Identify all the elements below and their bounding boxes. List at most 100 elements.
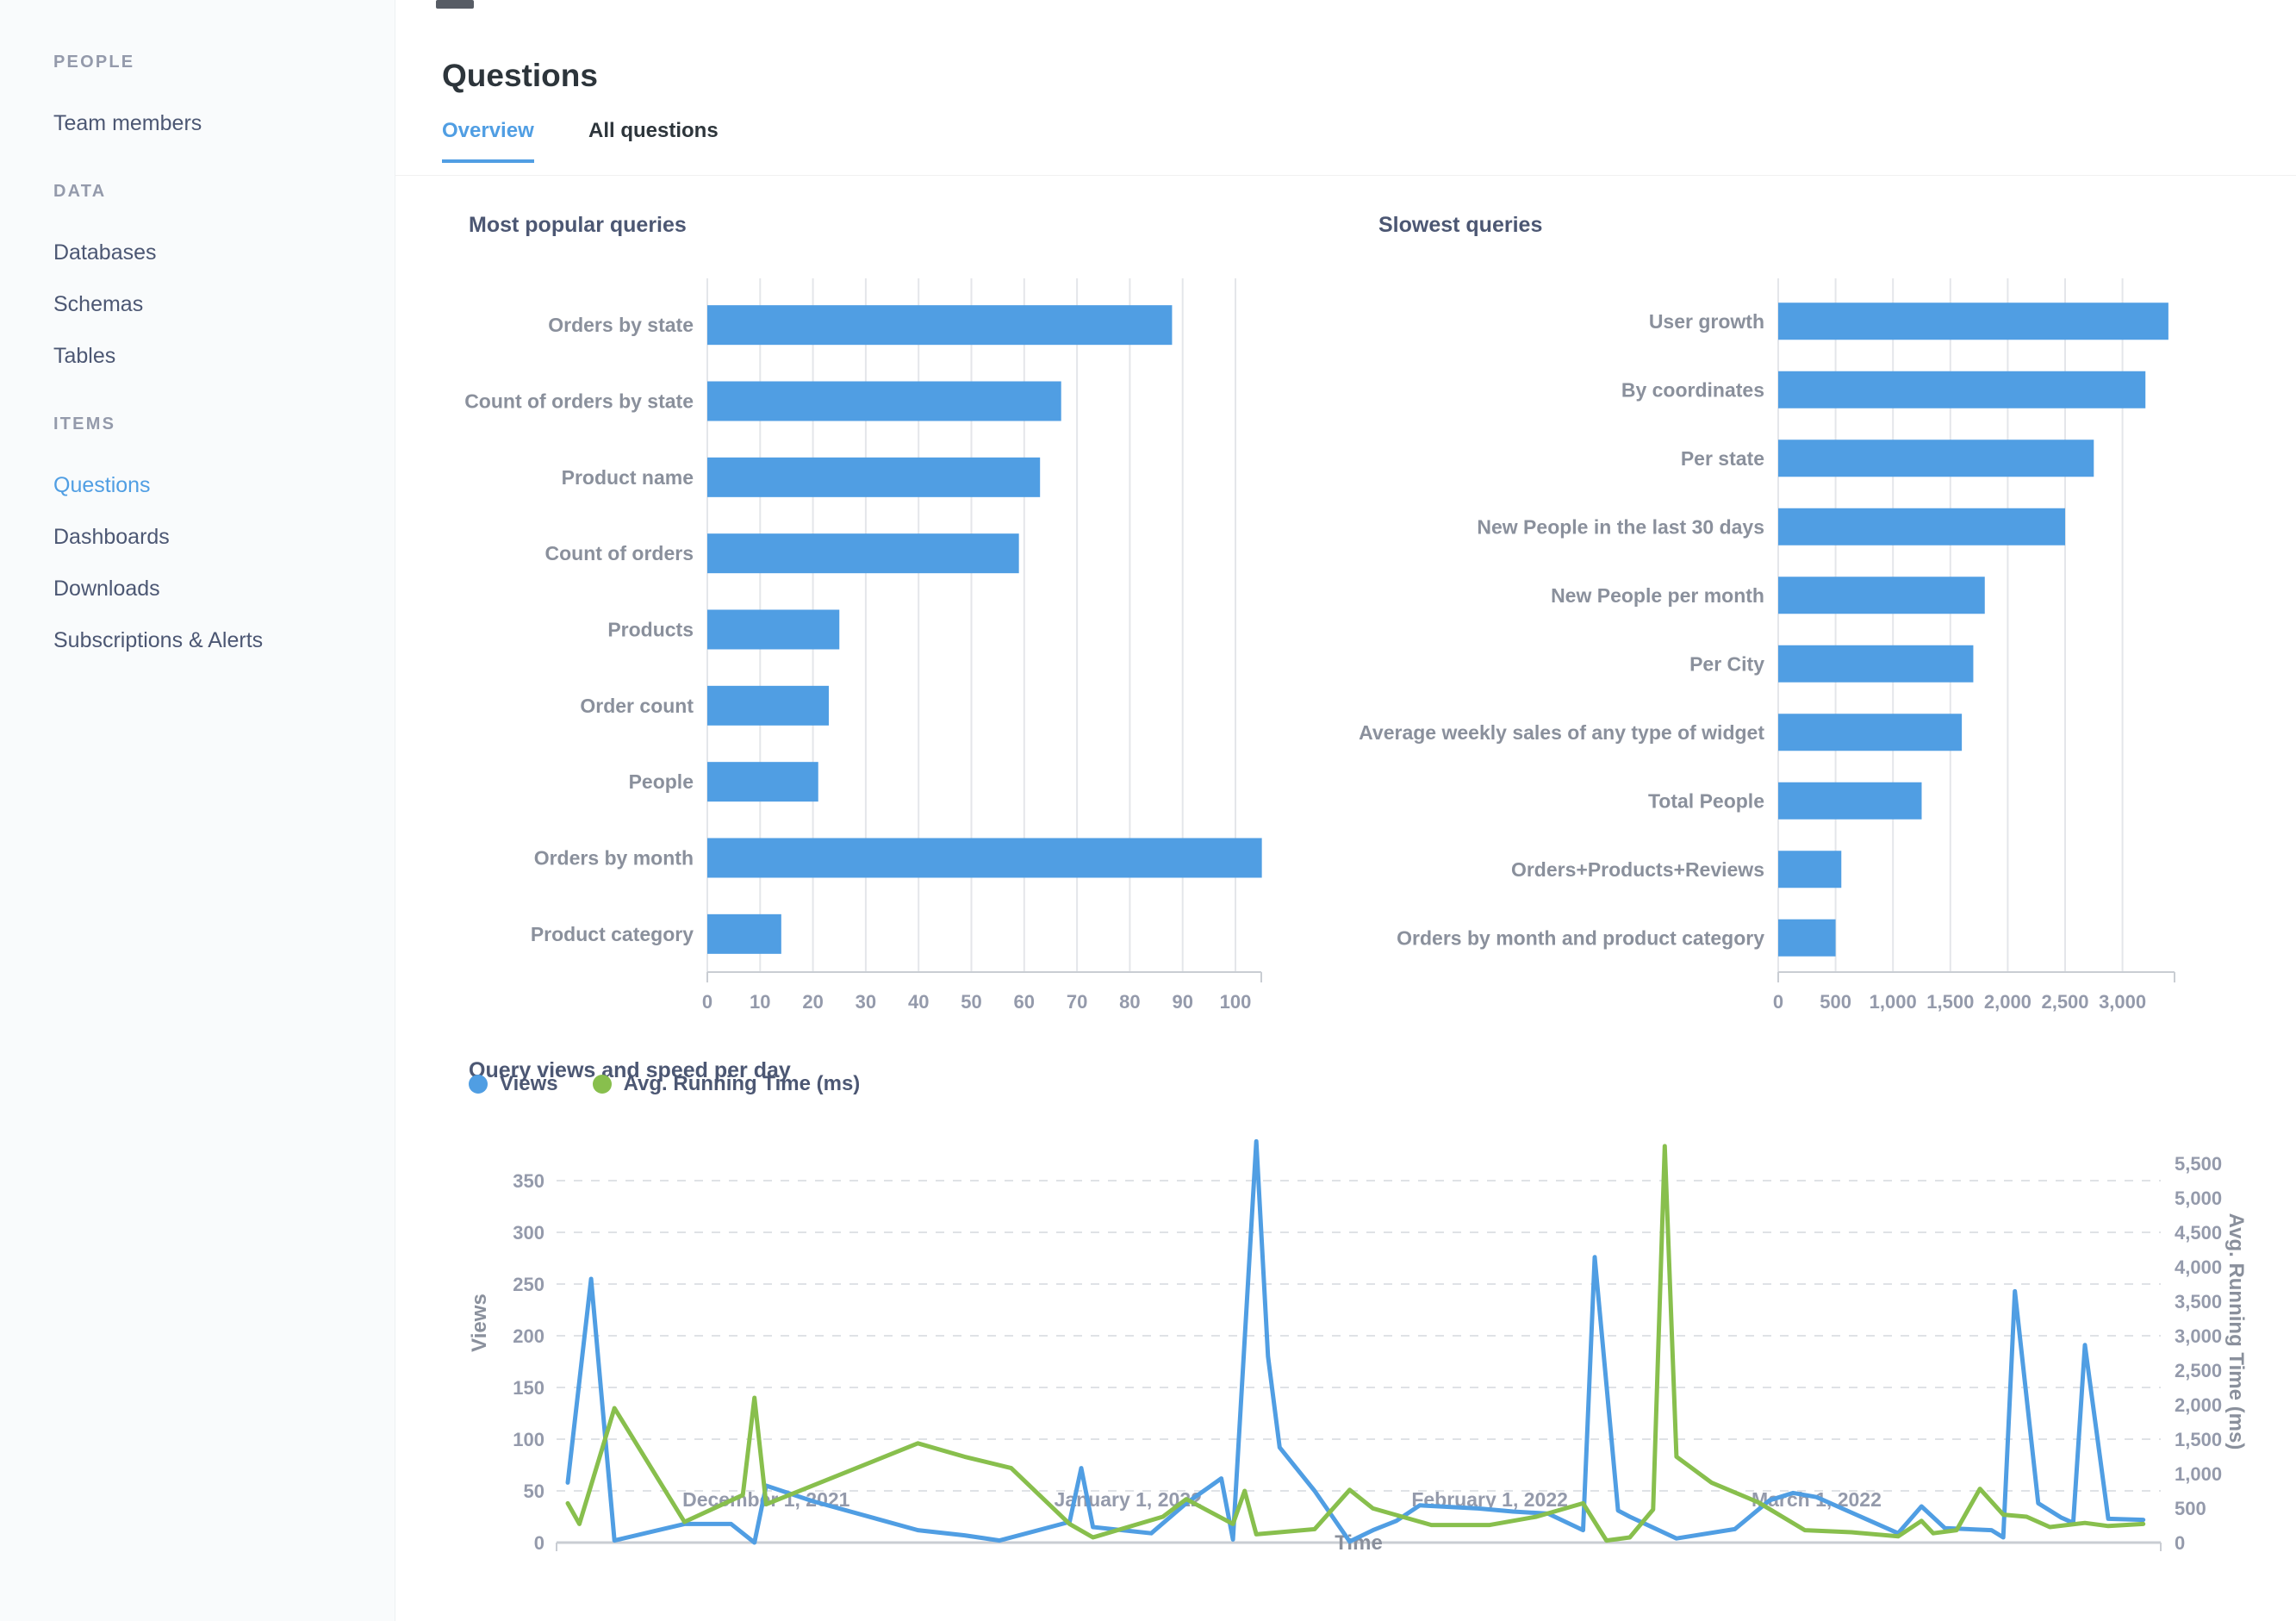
left-tick-label: 200 [513,1325,544,1347]
bar[interactable] [1778,919,1836,957]
sidebar-item-tables[interactable]: Tables [53,344,116,368]
bar[interactable] [707,838,1262,878]
bar[interactable] [707,457,1041,497]
bar-category-label: Average weekly sales of any type of widg… [1359,721,1764,744]
legend-item-avg-running-time[interactable]: Avg. Running Time (ms) [592,1072,861,1096]
bar[interactable] [707,381,1061,421]
x-tick-label: 90 [1172,991,1192,1013]
sidebar-section-data: DATA Databases Schemas Tables [53,181,395,369]
sidebar-item-databases[interactable]: Databases [53,240,157,265]
bar-category-label: Products [607,619,694,641]
legend-views-label: Views [500,1072,558,1095]
bar-category-label: Order count [580,695,694,717]
right-tick-label: 500 [2175,1498,2206,1519]
series-line-views[interactable] [565,1138,2146,1545]
right-tick-label: 3,000 [2175,1325,2222,1347]
bar-category-label: New People in the last 30 days [1477,515,1764,538]
right-tick-label: 3,500 [2175,1291,2222,1312]
bar[interactable] [1778,577,1985,614]
x-tick-label: 40 [908,991,929,1013]
bar-category-label: Orders by month [534,847,694,870]
bar-category-label: Count of orders by state [464,390,694,413]
left-axis-title: Views [468,1294,491,1352]
main-content: Questions Overview All questions Most po… [395,0,2296,1621]
sidebar-section-people: PEOPLE Team members [53,52,395,136]
bar-category-label: Per state [1681,447,1764,470]
sidebar-item-questions[interactable]: Questions [53,473,151,497]
query-views-speed-chart[interactable]: 0 50 100 150 200 250 300 350 0 500 1,000 1,500 2,000… [457,1112,2296,1612]
right-tick-label: 1,000 [2175,1463,2222,1485]
bar-category-label: Orders by state [548,314,694,336]
sidebar-item-downloads[interactable]: Downloads [53,577,160,601]
bar-category-label: Product name [562,466,694,489]
sidebar-item-team-members[interactable]: Team members [53,111,202,135]
bar[interactable] [707,533,1019,574]
tab-overview[interactable]: Overview [442,119,534,163]
x-tick-label: 30 [856,991,876,1013]
most-popular-queries-chart[interactable]: 0 10 20 30 40 50 60 70 80 90 100 Orders by state Cou… [457,224,1318,1017]
sidebar: PEOPLE Team members DATA Databases Schem… [0,0,395,1621]
right-tick-label: 2,500 [2175,1360,2222,1381]
sidebar-item-dashboards[interactable]: Dashboards [53,525,170,549]
bar-category-label: By coordinates [1621,378,1764,401]
x-tick-label: 1,000 [1870,991,1917,1013]
sidebar-item-schemas[interactable]: Schemas [53,292,144,316]
left-tick-label: 150 [513,1377,544,1399]
bar[interactable] [707,685,829,726]
x-tick-label: 10 [750,991,770,1013]
bar-category-label: Per City [1689,652,1764,675]
bar-category-label: Total People [1648,789,1764,812]
x-tick-label: 80 [1119,991,1140,1013]
bar-category-label: Count of orders [545,542,694,564]
x-tick-label: 20 [802,991,823,1013]
x-tick-label: 50 [961,991,981,1013]
tab-all-questions[interactable]: All questions [588,119,719,142]
bar[interactable] [707,305,1173,346]
slowest-queries-chart[interactable]: 0 500 1,000 1,500 2,000 2,500 3,000 User growth… [1359,224,2249,1017]
legend-item-views[interactable]: Views [469,1072,558,1096]
clipped-element-fragment [436,0,474,9]
right-tick-label: 1,500 [2175,1429,2222,1450]
sidebar-item-subscriptions-alerts[interactable]: Subscriptions & Alerts [53,628,264,652]
series-line-avg-running-time-ms-[interactable] [565,1144,2146,1543]
bar[interactable] [707,762,818,802]
bar[interactable] [1778,371,2146,408]
slowest-queries-title: Slowest queries [1378,213,1543,237]
views-legend-dot-icon [469,1075,488,1094]
legend-avg-running-time-label: Avg. Running Time (ms) [623,1072,861,1095]
bar-category-label: Orders+Products+Reviews [1511,858,1764,881]
bar-category-label: Orders by month and product category [1397,926,1764,949]
x-tick-label: 2,500 [2041,991,2088,1013]
bar[interactable] [1778,851,1842,888]
page-title: Questions [442,57,598,93]
bar[interactable] [1778,508,2065,546]
sidebar-section-items-label: ITEMS [53,415,116,433]
x-tick-label: 3,000 [2099,991,2146,1013]
bar[interactable] [1778,440,2094,477]
x-tick-label: 70 [1067,991,1087,1013]
bar-category-label: User growth [1649,310,1764,333]
line-chart-legend: Views Avg. Running Time (ms) [469,1072,860,1096]
bar[interactable] [707,609,840,650]
bar[interactable] [1778,645,1974,683]
x-tick-label: 500 [1820,991,1851,1013]
bar[interactable] [1778,302,2168,340]
query-views-speed-title: Query views and speed per day [469,1058,791,1082]
right-tick-label: 2,000 [2175,1394,2222,1416]
x-tick-label: 0 [1773,991,1783,1013]
bar[interactable] [1778,714,1963,751]
right-tick-label: 5,500 [2175,1153,2222,1175]
avg-running-time-legend-dot-icon [592,1075,612,1094]
x-tick-label: 0 [702,991,712,1013]
right-tick-label: 5,000 [2175,1188,2222,1209]
right-tick-label: 0 [2175,1532,2185,1554]
most-popular-queries-title: Most popular queries [469,213,687,237]
sidebar-section-items: ITEMS Questions Dashboards Downloads Sub… [53,414,395,653]
bar[interactable] [1778,782,1922,820]
x-tick-label: 100 [1220,991,1252,1013]
bar[interactable] [707,913,781,954]
right-axis-title: Avg. Running Time (ms) [2224,1213,2248,1450]
x-tick-label: 2,000 [1984,991,2032,1013]
bar-category-label: Product category [531,923,694,945]
